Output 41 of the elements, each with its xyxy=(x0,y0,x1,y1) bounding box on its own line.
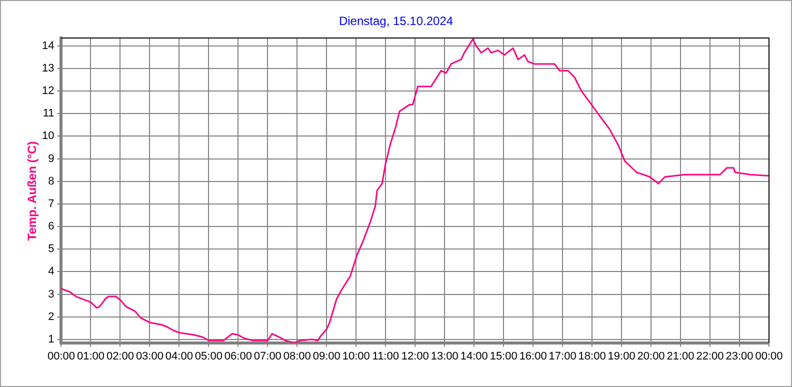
x-tick-label: 03:00 xyxy=(136,350,164,362)
x-tick-label: 12:00 xyxy=(401,350,429,362)
y-tick-label: 10 xyxy=(42,130,54,142)
y-tick-label: 2 xyxy=(48,310,54,323)
y-tick-label: 9 xyxy=(48,152,54,165)
y-tick-label: 3 xyxy=(48,288,54,300)
x-tick-label: 14:00 xyxy=(460,350,488,362)
x-tick-label: 21:00 xyxy=(666,350,694,362)
x-tick-label: 23:00 xyxy=(726,350,754,362)
x-tick-label: 19:00 xyxy=(608,350,636,362)
x-tick-label: 13:00 xyxy=(430,350,458,362)
x-tick-label: 07:00 xyxy=(254,350,282,362)
x-tick-label: 08:00 xyxy=(283,350,311,362)
x-tick-label: 18:00 xyxy=(578,350,606,362)
x-tick-label: 00:00 xyxy=(47,350,75,362)
x-tick-label: 10:00 xyxy=(342,350,370,362)
y-tick-label: 11 xyxy=(42,108,54,120)
x-tick-label: 06:00 xyxy=(224,350,252,362)
x-tick-label: 15:00 xyxy=(490,350,518,362)
x-tick-label: 16:00 xyxy=(519,350,547,362)
x-tick-label: 09:00 xyxy=(312,350,340,362)
x-tick-label: 11:00 xyxy=(372,350,399,362)
y-tick-label: 12 xyxy=(42,85,54,98)
x-tick-label: 04:00 xyxy=(165,350,193,362)
x-tick-label: 00:00 xyxy=(755,350,783,362)
x-tick-label: 05:00 xyxy=(194,350,222,362)
y-tick-label: 7 xyxy=(48,198,54,210)
y-tick-label: 5 xyxy=(48,243,54,256)
y-tick-label: 6 xyxy=(48,220,54,233)
x-tick-label: 01:00 xyxy=(76,350,104,362)
y-tick-label: 14 xyxy=(42,40,54,52)
x-tick-label: 20:00 xyxy=(637,350,665,362)
chart-title: Dienstag, 15.10.2024 xyxy=(338,14,454,28)
x-tick-label: 17:00 xyxy=(548,350,576,362)
x-tick-label: 02:00 xyxy=(106,350,134,362)
x-tick-label: 22:00 xyxy=(696,350,724,362)
y-tick-label: 8 xyxy=(48,175,54,188)
y-tick-label: 1 xyxy=(48,333,54,346)
y-axis-title: Temp. Außen (°C) xyxy=(25,141,39,241)
y-tick-label: 13 xyxy=(42,62,54,75)
y-tick-label: 4 xyxy=(48,266,54,278)
